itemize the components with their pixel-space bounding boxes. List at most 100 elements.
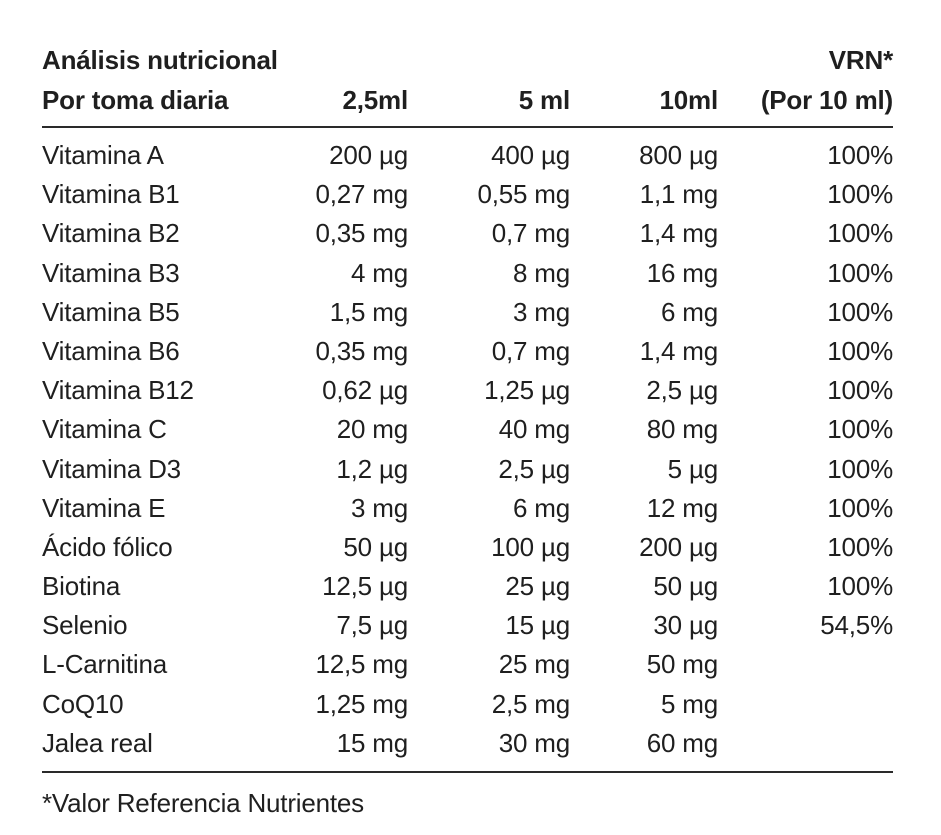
value-vrn: 100% — [827, 375, 893, 406]
value-vrn: 100% — [827, 218, 893, 249]
value-5ml: 2,5 mg — [491, 688, 570, 719]
table-row: Vitamina B3 4 mg 8 mg 16 mg 100% — [42, 254, 893, 293]
value-2-5ml: 50 µg — [343, 531, 408, 562]
value-vrn — [718, 685, 893, 724]
nutrient-name: Biotina — [42, 571, 121, 602]
value-5ml: 30 mg — [498, 727, 570, 758]
table-row: Vitamina B12 0,62 µg 1,25 µg 2,5 µg 100% — [42, 371, 893, 410]
nutrient-name: Vitamina B3 — [42, 257, 180, 288]
value-5ml: 8 mg — [512, 257, 570, 288]
header-title: Análisis nutricional — [42, 45, 278, 75]
value-2-5ml: 0,35 mg — [315, 218, 408, 249]
header-col-2-5ml: 2,5ml — [342, 85, 409, 115]
value-5ml: 6 mg — [512, 492, 570, 523]
footnote: *Valor Referencia Nutrientes — [42, 788, 364, 818]
value-10ml: 5 mg — [660, 688, 718, 719]
value-2-5ml: 0,62 µg — [322, 375, 408, 406]
value-vrn: 100% — [827, 335, 893, 366]
nutrient-name: Ácido fólico — [42, 531, 173, 562]
value-10ml: 1,1 mg — [639, 179, 718, 210]
table-row: Selenio 7,5 µg 15 µg 30 µg 54,5% — [42, 606, 893, 645]
value-2-5ml: 12,5 mg — [315, 649, 408, 680]
value-10ml: 12 mg — [646, 492, 718, 523]
table-row: Vitamina B2 0,35 mg 0,7 mg 1,4 mg 100% — [42, 214, 893, 253]
value-10ml: 2,5 µg — [646, 375, 718, 406]
table-row: Ácido fólico 50 µg 100 µg 200 µg 100% — [42, 528, 893, 567]
nutrient-name: Selenio — [42, 610, 128, 641]
value-2-5ml: 7,5 µg — [336, 610, 408, 641]
value-2-5ml: 15 mg — [336, 727, 408, 758]
value-5ml: 25 µg — [505, 571, 570, 602]
value-vrn: 54,5% — [820, 610, 893, 641]
header-divider — [42, 126, 893, 128]
value-10ml: 50 µg — [653, 571, 718, 602]
value-5ml: 25 mg — [498, 649, 570, 680]
value-2-5ml: 3 mg — [350, 492, 408, 523]
table-row: Biotina 12,5 µg 25 µg 50 µg 100% — [42, 567, 893, 606]
header-r1-col2 — [302, 40, 408, 80]
table-body: Vitamina A 200 µg 400 µg 800 µg 100% Vitamina… — [42, 128, 893, 771]
table-row: Vitamina D3 1,2 µg 2,5 µg 5 µg 100% — [42, 450, 893, 489]
value-2-5ml: 12,5 µg — [322, 571, 408, 602]
value-5ml: 40 mg — [498, 414, 570, 445]
value-2-5ml: 0,27 mg — [315, 179, 408, 210]
table-row: Vitamina E 3 mg 6 mg 12 mg 100% — [42, 489, 893, 528]
table-row: Vitamina B1 0,27 mg 0,55 mg 1,1 mg 100% — [42, 175, 893, 214]
nutrient-name: Vitamina A — [42, 140, 164, 170]
value-2-5ml: 1,2 µg — [336, 453, 408, 484]
nutrient-name: Vitamina C — [42, 414, 167, 445]
nutrition-table: Análisis nutricional VRN* Por toma diari… — [42, 40, 893, 821]
value-10ml: 60 mg — [646, 727, 718, 758]
value-5ml: 2,5 µg — [498, 453, 570, 484]
value-vrn: 100% — [827, 492, 893, 523]
header-col-5ml: 5 ml — [518, 85, 570, 115]
footer-divider — [42, 771, 893, 773]
nutrient-name: CoQ10 — [42, 688, 124, 719]
header-row-2: Por toma diaria 2,5ml 5 ml 10ml (Por 10 … — [42, 80, 893, 120]
value-5ml: 0,55 mg — [477, 179, 570, 210]
nutrient-name: Vitamina B2 — [42, 218, 180, 249]
nutrient-name: Vitamina B5 — [42, 296, 180, 327]
value-vrn: 100% — [827, 531, 893, 562]
value-5ml: 400 µg — [491, 140, 570, 170]
table-row: Jalea real 15 mg 30 mg 60 mg — [42, 724, 893, 763]
value-10ml: 800 µg — [639, 140, 718, 170]
nutrient-name: Jalea real — [42, 727, 153, 758]
value-10ml: 5 µg — [667, 453, 719, 484]
header-vrn: VRN* — [828, 45, 893, 75]
value-vrn: 100% — [827, 296, 893, 327]
value-2-5ml: 1,5 mg — [329, 296, 408, 327]
value-5ml: 3 mg — [512, 296, 570, 327]
table-row: CoQ10 1,25 mg 2,5 mg 5 mg — [42, 685, 893, 724]
table-row: Vitamina A 200 µg 400 µg 800 µg 100% — [42, 136, 893, 175]
value-2-5ml: 200 µg — [329, 140, 408, 170]
nutrient-name: Vitamina E — [42, 492, 166, 523]
value-5ml: 0,7 mg — [491, 335, 570, 366]
header-col-vrn: (Por 10 ml) — [760, 85, 893, 115]
value-vrn: 100% — [827, 571, 893, 602]
value-10ml: 1,4 mg — [639, 335, 718, 366]
value-5ml: 1,25 µg — [484, 375, 570, 406]
value-vrn: 100% — [827, 414, 893, 445]
value-10ml: 1,4 mg — [639, 218, 718, 249]
value-10ml: 50 mg — [646, 649, 718, 680]
value-10ml: 200 µg — [639, 531, 718, 562]
nutrient-name: Vitamina B1 — [42, 179, 180, 210]
value-2-5ml: 4 mg — [350, 257, 408, 288]
value-vrn: 100% — [827, 179, 893, 210]
value-vrn: 100% — [827, 257, 893, 288]
header-r1-col3 — [408, 40, 570, 80]
value-10ml: 80 mg — [646, 414, 718, 445]
value-5ml: 0,7 mg — [491, 218, 570, 249]
table-row: Vitamina C 20 mg 40 mg 80 mg 100% — [42, 410, 893, 449]
header-col-10ml: 10ml — [659, 85, 719, 115]
value-2-5ml: 20 mg — [336, 414, 408, 445]
nutrient-name: Vitamina D3 — [42, 453, 181, 484]
header-row-1: Análisis nutricional VRN* — [42, 40, 893, 80]
value-5ml: 100 µg — [491, 531, 570, 562]
nutrient-name: Vitamina B6 — [42, 335, 180, 366]
value-vrn: 100% — [827, 453, 893, 484]
value-vrn — [718, 724, 893, 763]
value-2-5ml: 0,35 mg — [315, 335, 408, 366]
value-vrn — [718, 645, 893, 684]
